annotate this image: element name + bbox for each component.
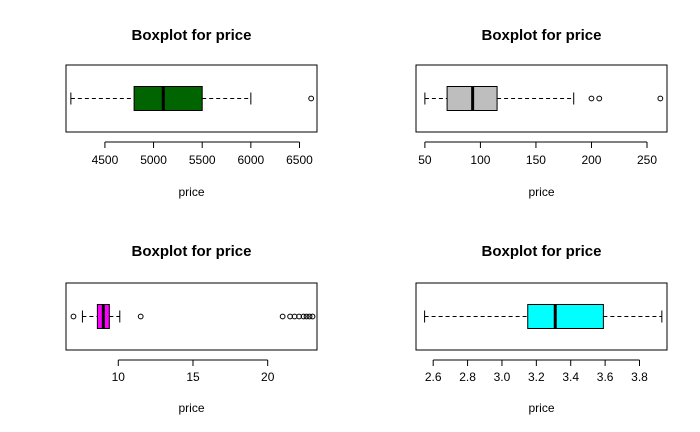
chart-title: Boxplot for price (481, 243, 601, 260)
iqr-box (527, 304, 604, 329)
outlier-point (309, 313, 316, 320)
outlier-point (308, 95, 315, 102)
outlier-point (300, 313, 307, 320)
x-tick-label: 2.8 (459, 370, 476, 384)
x-axis-label: price (528, 185, 554, 199)
plot-frame (415, 282, 668, 351)
plot-frame (65, 64, 318, 133)
x-tick-label: 20 (261, 370, 275, 384)
x-tick-label: 100 (470, 153, 490, 167)
outlier-point (657, 95, 664, 102)
boxplot-panel-4: Boxplot for price 2.6 2.8 3.0 3.2 3.4 3.6 3.8 pr… (415, 243, 668, 415)
chart-title: Boxplot for price (131, 243, 251, 260)
outlier-point (596, 95, 603, 102)
outlier-point (70, 313, 77, 320)
x-tick-label: 200 (581, 153, 601, 167)
outlier-point (303, 313, 310, 320)
x-tick-label: 15 (186, 370, 200, 384)
x-tick-label: 6000 (237, 153, 264, 167)
x-tick-label: 6500 (286, 153, 313, 167)
x-tick-label: 5500 (189, 153, 216, 167)
x-tick-label: 5000 (140, 153, 167, 167)
x-tick-label: 50 (418, 153, 432, 167)
boxplot-panel-2: Boxplot for price 50 100 150 200 250 price (415, 27, 668, 199)
plot-frame (415, 64, 668, 133)
iqr-box (133, 86, 203, 111)
x-tick-label: 10 (112, 370, 126, 384)
x-tick-label: 2.6 (425, 370, 442, 384)
x-tick-label: 3.4 (562, 370, 579, 384)
chart-title: Boxplot for price (481, 27, 601, 44)
chart-title: Boxplot for price (131, 27, 251, 44)
boxplot-panel-1: Boxplot for price 4500 5000 5500 6000 6500 pri… (65, 27, 318, 199)
x-tick-label: 250 (637, 153, 657, 167)
x-axis-label: price (178, 185, 204, 199)
x-tick-label: 4500 (92, 153, 119, 167)
plot-frame (65, 282, 318, 351)
x-tick-label: 150 (526, 153, 546, 167)
x-tick-label: 3.2 (528, 370, 545, 384)
boxplot-panel-3: Boxplot for price 10 15 20 price (65, 243, 318, 415)
x-axis-label: price (178, 401, 204, 415)
outlier-point (588, 95, 595, 102)
x-axis-label: price (528, 401, 554, 415)
outlier-point (279, 313, 286, 320)
outlier-point (137, 313, 144, 320)
x-tick-label: 3.8 (631, 370, 648, 384)
x-tick-label: 3.0 (494, 370, 511, 384)
outlier-point (306, 313, 313, 320)
x-tick-label: 3.6 (597, 370, 614, 384)
